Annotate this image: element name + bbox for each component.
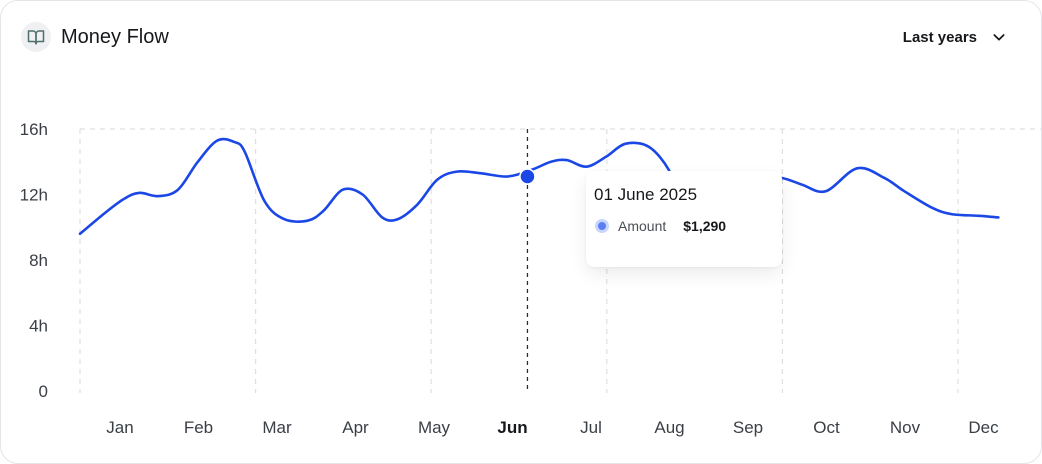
book-open-icon [21, 22, 51, 52]
x-tick-label: May [418, 418, 451, 437]
chart-tooltip: 01 June 2025 Amount $1,290 [586, 171, 782, 267]
tooltip-value: $1,290 [683, 218, 727, 234]
page-title: Money Flow [61, 25, 169, 48]
x-tick-label: Nov [890, 418, 921, 437]
y-tick-label: 4h [29, 317, 48, 336]
y-tick-label: 16h [20, 120, 48, 139]
x-tick-label: Aug [654, 418, 684, 437]
x-tick-label: Jul [580, 418, 602, 437]
y-tick-label: 0 [39, 382, 48, 401]
axis-labels: 0 4h 8h 12h 16h Jan Feb Mar Apr May Jun Jul Aug Sep Oc… [20, 120, 999, 437]
x-tick-label: Jan [106, 418, 133, 437]
tooltip-row: Amount $1,290 [595, 218, 726, 234]
x-tick-label: Dec [968, 418, 999, 437]
x-tick-label: Oct [813, 418, 840, 437]
period-label: Last years [902, 28, 977, 46]
x-tick-label: Sep [733, 418, 763, 437]
series-line-amount[interactable] [78, 137, 1000, 236]
tooltip-date: 01 June 2025 [594, 185, 698, 204]
x-tick-label: Feb [184, 418, 213, 437]
x-tick-label: Apr [342, 418, 369, 437]
hover-point[interactable] [519, 168, 536, 185]
grid-lines [79, 128, 1041, 393]
tooltip-series-label: Amount [618, 218, 667, 234]
card-header: Money Flow Last years [21, 21, 1007, 53]
series-dot-icon [595, 219, 609, 233]
y-tick-label: 8h [29, 251, 48, 270]
period-dropdown[interactable]: Last years [903, 29, 1007, 46]
x-tick-label: Mar [262, 418, 292, 437]
x-tick-label: Jun [497, 418, 527, 437]
chevron-down-icon [993, 34, 1005, 41]
y-tick-label: 12h [20, 186, 48, 205]
